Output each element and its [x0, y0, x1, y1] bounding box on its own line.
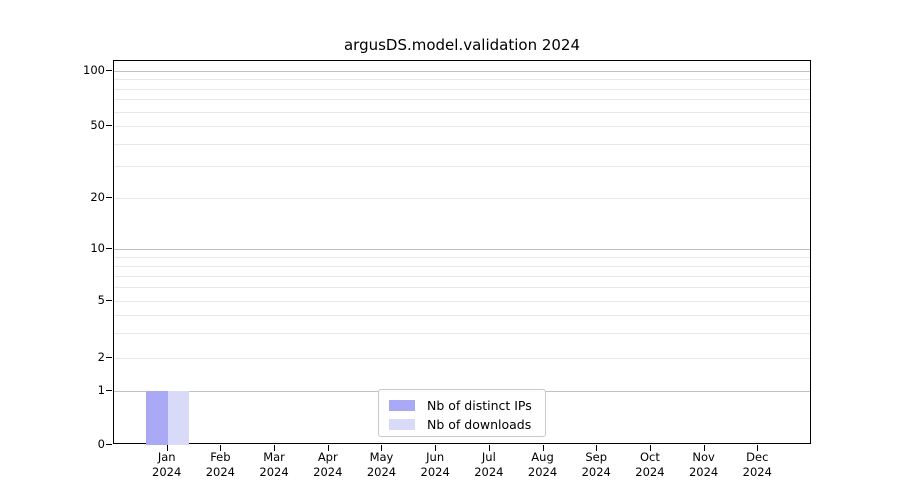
x-tick-label: Dec 2024 [742, 450, 772, 479]
y-tick-label: 0 [97, 437, 105, 451]
y-tick-label: 5 [97, 293, 105, 307]
y-tick-mark [106, 390, 112, 391]
minor-gridline [114, 99, 810, 101]
y-tick-label: 1 [97, 383, 105, 397]
y-tick-label: 100 [83, 63, 105, 77]
x-tick-mark [703, 445, 705, 451]
x-tick-mark [757, 445, 759, 451]
y-gridline [114, 126, 810, 127]
x-tick-label: Jul 2024 [474, 450, 504, 479]
minor-gridline [114, 287, 810, 289]
x-tick-label: May 2024 [366, 450, 397, 479]
bar-distinct-ips [146, 391, 168, 445]
minor-gridline [114, 79, 810, 81]
x-tick-label: Sep 2024 [581, 450, 611, 479]
y-tick-mark [106, 197, 112, 198]
minor-gridline [114, 88, 810, 90]
legend-row-distinct-ips: Nb of distinct IPs [387, 396, 537, 415]
y-gridline [114, 358, 810, 359]
minor-gridline [114, 111, 810, 113]
x-tick-mark [542, 445, 544, 451]
x-tick-mark [435, 445, 437, 451]
x-tick-mark [274, 445, 276, 451]
x-tick-label: Nov 2024 [688, 450, 719, 479]
y-gridline [114, 71, 810, 72]
x-tick-mark [166, 445, 168, 451]
y-tick-label: 10 [90, 241, 105, 255]
x-tick-label: Jun 2024 [420, 450, 450, 479]
legend-swatch-distinct-ips [389, 400, 415, 411]
y-tick-label: 20 [90, 190, 105, 204]
x-tick-label: Feb 2024 [205, 450, 236, 479]
x-tick-mark [381, 445, 383, 451]
x-tick-label: Apr 2024 [313, 450, 343, 479]
y-gridline [114, 301, 810, 302]
minor-gridline [114, 314, 810, 316]
minor-gridline [114, 256, 810, 258]
plot-area [113, 60, 811, 445]
x-tick-label: Oct 2024 [635, 450, 665, 479]
minor-gridline [114, 275, 810, 277]
minor-gridline [114, 143, 810, 145]
y-tick-label: 2 [97, 350, 105, 364]
x-tick-mark [488, 445, 490, 451]
x-tick-label: Mar 2024 [259, 450, 289, 479]
y-tick-mark [106, 70, 112, 71]
x-tick-mark [649, 445, 651, 451]
y-gridline [114, 249, 810, 250]
y-tick-mark [106, 300, 112, 301]
x-tick-label: Jan 2024 [152, 450, 182, 479]
minor-gridline [114, 265, 810, 267]
x-tick-mark [596, 445, 598, 451]
y-tick-mark [106, 444, 112, 445]
legend-label-distinct-ips: Nb of distinct IPs [427, 398, 532, 413]
y-tick-mark [106, 248, 112, 249]
x-tick-mark [327, 445, 329, 451]
legend-row-downloads: Nb of downloads [387, 415, 537, 434]
minor-gridline [114, 166, 810, 168]
legend: Nb of distinct IPs Nb of downloads [378, 389, 546, 437]
minor-gridline [114, 332, 810, 334]
legend-swatch-downloads [389, 419, 415, 430]
y-tick-label: 50 [90, 118, 105, 132]
x-tick-label: Aug 2024 [527, 450, 558, 479]
legend-label-downloads: Nb of downloads [427, 417, 532, 432]
y-gridline [114, 198, 810, 199]
bar-downloads [167, 391, 190, 445]
chart-title: argusDS.model.validation 2024 [343, 36, 581, 54]
y-tick-mark [106, 357, 112, 358]
y-tick-mark [106, 125, 112, 126]
x-tick-mark [220, 445, 222, 451]
